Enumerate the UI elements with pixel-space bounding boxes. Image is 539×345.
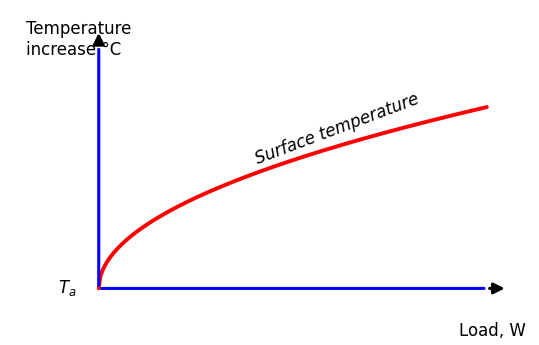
Text: Surface temperature: Surface temperature xyxy=(253,90,421,168)
Text: $T_a$: $T_a$ xyxy=(58,278,77,298)
Text: Load, W: Load, W xyxy=(459,322,526,339)
Text: Temperature
increase °C: Temperature increase °C xyxy=(26,20,132,59)
